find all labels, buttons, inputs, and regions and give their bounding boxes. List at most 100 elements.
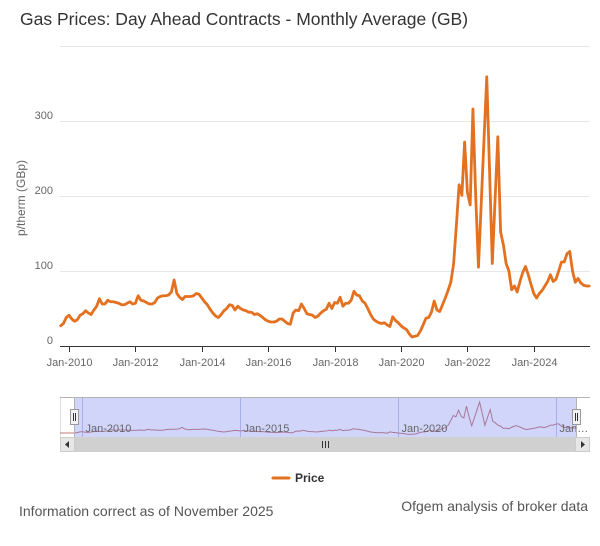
data-point[interactable] <box>548 273 552 277</box>
data-point[interactable] <box>476 265 480 269</box>
data-point[interactable] <box>421 323 425 327</box>
data-point[interactable] <box>488 168 492 172</box>
data-point[interactable] <box>526 273 530 277</box>
series-line[interactable] <box>59 75 591 339</box>
data-point[interactable] <box>299 302 303 306</box>
data-point[interactable] <box>429 310 433 314</box>
data-point[interactable] <box>463 140 467 144</box>
data-point[interactable] <box>61 322 65 326</box>
navigator-selected-range[interactable] <box>74 397 576 437</box>
data-point[interactable] <box>291 311 295 315</box>
scrollbar-right-button[interactable] <box>575 437 590 452</box>
data-point[interactable] <box>535 296 539 300</box>
data-point[interactable] <box>468 203 472 207</box>
data-point[interactable] <box>180 298 184 302</box>
data-point[interactable] <box>324 307 328 311</box>
data-point[interactable] <box>302 307 306 311</box>
data-point[interactable] <box>562 260 566 264</box>
data-point[interactable] <box>327 301 331 305</box>
data-point[interactable] <box>211 311 215 315</box>
data-point[interactable] <box>432 299 436 303</box>
data-point[interactable] <box>507 269 511 273</box>
data-point[interactable] <box>81 312 85 316</box>
data-point[interactable] <box>167 293 171 297</box>
data-point[interactable] <box>465 190 469 194</box>
data-point[interactable] <box>496 135 500 139</box>
data-point[interactable] <box>346 301 350 305</box>
data-point[interactable] <box>169 290 173 294</box>
data-point[interactable] <box>175 292 179 296</box>
data-point[interactable] <box>493 198 497 202</box>
data-point[interactable] <box>205 303 209 307</box>
data-point[interactable] <box>341 304 345 308</box>
data-point[interactable] <box>405 328 409 332</box>
data-point[interactable] <box>457 183 461 187</box>
data-point[interactable] <box>330 307 334 311</box>
data-point[interactable] <box>200 296 204 300</box>
data-point[interactable] <box>546 280 550 284</box>
data-point[interactable] <box>573 280 577 284</box>
data-point[interactable] <box>452 262 456 266</box>
data-point[interactable] <box>532 292 536 296</box>
data-point[interactable] <box>103 302 107 306</box>
data-point[interactable] <box>571 269 575 273</box>
data-point[interactable] <box>529 283 533 287</box>
data-point[interactable] <box>172 278 176 282</box>
data-point[interactable] <box>499 230 503 234</box>
handle-left-grip-icon[interactable] <box>70 409 79 425</box>
navigator-handle-left[interactable] <box>70 409 79 425</box>
data-point[interactable] <box>233 308 237 312</box>
data-point[interactable] <box>225 307 229 311</box>
data-point[interactable] <box>568 250 572 254</box>
data-point[interactable] <box>92 308 96 312</box>
data-point[interactable] <box>504 262 508 266</box>
data-point[interactable] <box>441 303 445 307</box>
data-point[interactable] <box>335 301 339 305</box>
data-point[interactable] <box>416 334 420 338</box>
data-point[interactable] <box>512 284 516 288</box>
data-point[interactable] <box>136 294 140 298</box>
data-point[interactable] <box>518 280 522 284</box>
data-point[interactable] <box>474 194 478 198</box>
data-point[interactable] <box>524 265 528 269</box>
data-point[interactable] <box>203 300 207 304</box>
data-point[interactable] <box>67 313 71 317</box>
data-point[interactable] <box>219 313 223 317</box>
data-point[interactable] <box>153 301 157 305</box>
data-point[interactable] <box>501 243 505 247</box>
scrollbar-left-button[interactable] <box>60 437 75 452</box>
data-point[interactable] <box>515 290 519 294</box>
data-point[interactable] <box>297 309 301 313</box>
data-point[interactable] <box>510 288 514 292</box>
data-point[interactable] <box>230 304 234 308</box>
navigator[interactable]: Jan-2010 Jan-2015 Jan-2020 Jan… <box>60 397 590 437</box>
data-point[interactable] <box>460 193 464 197</box>
legend[interactable]: Price <box>271 471 325 485</box>
data-point[interactable] <box>576 277 580 281</box>
data-point[interactable] <box>349 298 353 302</box>
data-point[interactable] <box>208 307 212 311</box>
data-point[interactable] <box>95 304 99 308</box>
data-point[interactable] <box>443 296 447 300</box>
series-price[interactable] <box>59 75 591 339</box>
data-point[interactable] <box>427 316 431 320</box>
legend-item-price[interactable]: Price <box>271 471 325 485</box>
legend-label[interactable]: Price <box>295 471 325 485</box>
data-point[interactable] <box>587 284 591 288</box>
data-point[interactable] <box>197 292 201 296</box>
handle-right-grip-icon[interactable] <box>572 409 581 425</box>
data-point[interactable] <box>75 318 79 322</box>
data-point[interactable] <box>490 262 494 266</box>
data-point[interactable] <box>557 269 561 273</box>
data-point[interactable] <box>540 289 544 293</box>
data-point[interactable] <box>391 315 395 319</box>
data-point[interactable] <box>388 325 392 329</box>
data-point[interactable] <box>521 271 525 275</box>
data-point[interactable] <box>352 289 356 293</box>
data-point[interactable] <box>366 307 370 311</box>
scrollbar[interactable] <box>60 437 590 452</box>
data-point[interactable] <box>482 138 486 142</box>
data-point[interactable] <box>543 284 547 288</box>
data-point[interactable] <box>338 295 342 299</box>
data-point[interactable] <box>97 297 101 301</box>
